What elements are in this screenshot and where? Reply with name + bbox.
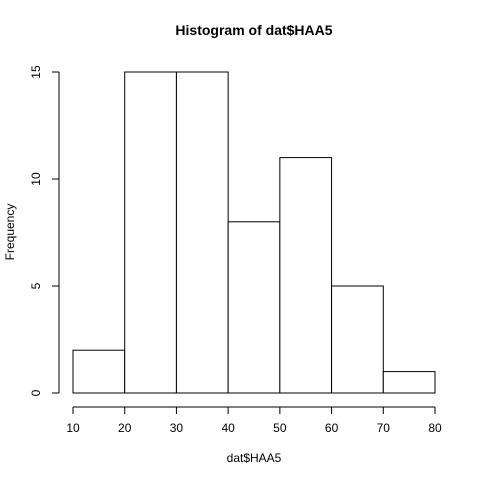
x-tick-label-80: 80	[428, 421, 442, 435]
histogram-bar-40-50	[227, 221, 281, 394]
x-tick-label-30: 30	[170, 421, 184, 435]
histogram-bar-20-30	[124, 71, 177, 394]
x-axis-label: dat$HAA5	[227, 451, 282, 465]
histogram-bar-70-80	[382, 371, 436, 394]
x-tick-label-40: 40	[221, 421, 235, 435]
histogram-bar-60-70	[331, 285, 384, 394]
x-tick-label-20: 20	[118, 421, 132, 435]
x-axis: 10 20 30 40 50 60 70 80	[66, 406, 442, 435]
x-tick-label-10: 10	[66, 421, 80, 435]
x-tick-label-70: 70	[377, 421, 391, 435]
y-tick-label-0: 0	[29, 389, 43, 396]
y-axis: 0 5 10 15	[29, 65, 60, 396]
histogram-bar-50-60	[279, 157, 333, 394]
histogram-bar-10-20	[72, 349, 126, 394]
y-axis-label: Frequency	[3, 204, 17, 261]
bars-group	[72, 71, 436, 394]
chart-title: Histogram of dat$HAA5	[175, 22, 332, 38]
y-tick-label-10: 10	[29, 172, 43, 186]
y-tick-label-5: 5	[29, 282, 43, 289]
x-tick-label-50: 50	[273, 421, 287, 435]
x-tick-label-60: 60	[325, 421, 339, 435]
y-tick-label-15: 15	[29, 65, 43, 79]
histogram-bar-30-40	[175, 71, 229, 394]
